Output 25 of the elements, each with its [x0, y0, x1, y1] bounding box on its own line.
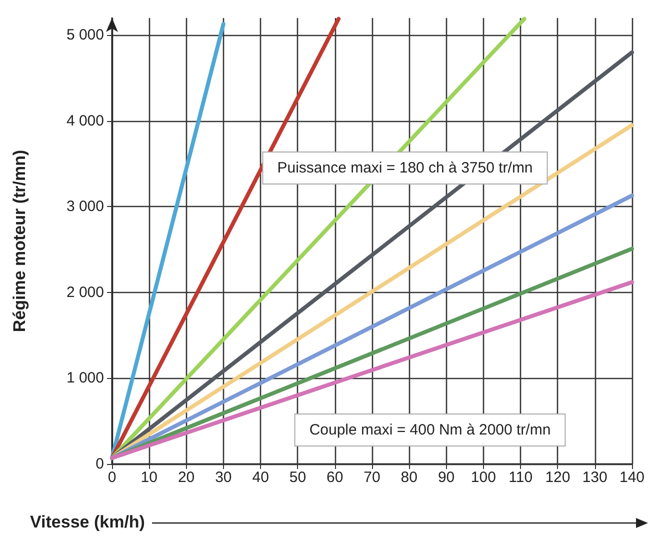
x-tick-label: 40 [252, 469, 269, 486]
y-tick-label: 3 000 [66, 198, 104, 216]
x-tick-label: 120 [545, 469, 570, 486]
x-tick-label: 100 [470, 469, 496, 486]
y-tick-label: 4 000 [66, 112, 104, 130]
y-tick-label: 0 [96, 456, 104, 472]
x-tick-label: 110 [508, 469, 533, 486]
x-axis-title: Vitesse (km/h) [30, 512, 145, 532]
x-tick-label: 0 [108, 469, 116, 486]
x-tick-label: 140 [619, 469, 645, 486]
x-tick-label: 70 [364, 469, 380, 486]
x-tick-label: 10 [140, 469, 158, 486]
x-tick-label: 90 [438, 469, 455, 486]
annotation: Puissance maxi = 180 ch à 3750 tr/mn [277, 160, 533, 176]
x-tick-label: 50 [289, 469, 306, 486]
x-tick-label: 30 [215, 469, 232, 486]
x-tick-label: 20 [178, 469, 195, 486]
y-tick-label: 5 000 [66, 26, 104, 44]
y-tick-label: 2 000 [66, 284, 104, 301]
x-tick-label: 60 [326, 469, 344, 486]
y-axis-title: Régime moteur (tr/mn) [10, 150, 29, 332]
annotation: Couple maxi = 400 Nm à 2000 tr/mn [309, 422, 551, 438]
y-tick-label: 1 000 [66, 370, 104, 387]
x-tick-label: 80 [400, 469, 418, 486]
x-tick-label: 130 [582, 469, 608, 486]
